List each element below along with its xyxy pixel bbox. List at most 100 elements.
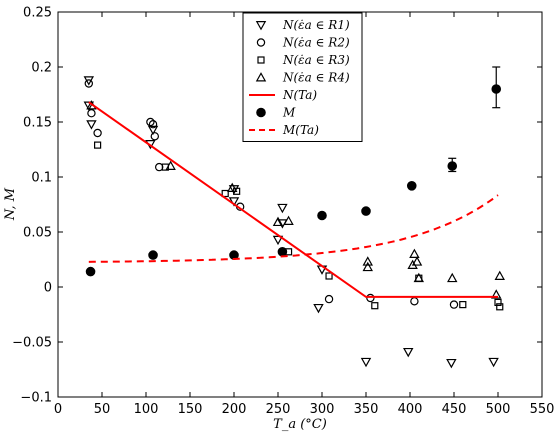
series — [83, 76, 499, 369]
data-point — [446, 358, 457, 369]
data-point — [93, 128, 102, 138]
legend-item: N(ε̇a ∈ R3) — [257, 53, 350, 67]
data-point — [360, 357, 372, 368]
legend-label: N(Ta) — [282, 88, 317, 102]
data-point — [148, 119, 158, 129]
data-point — [494, 298, 502, 306]
legend-item: M — [256, 106, 296, 120]
data-point — [93, 141, 102, 149]
ticks-layer: 0 50 100 150 200 250 300 350 400 450 500 550 −0.1 −0.… — [12, 6, 554, 418]
data-point — [324, 294, 334, 304]
legend-item: N(ε̇a ∈ R4) — [255, 71, 350, 85]
series — [88, 101, 498, 298]
data-point — [409, 248, 420, 258]
data-point — [277, 247, 288, 257]
data-point — [83, 101, 95, 111]
x-tick-label: 550 — [530, 402, 554, 417]
legend-marker — [255, 72, 267, 82]
data-point — [496, 303, 504, 311]
x-tick-label: 300 — [310, 402, 335, 417]
data-point — [447, 161, 458, 171]
fit-line-N — [88, 101, 498, 298]
legend-marker — [256, 107, 266, 118]
x-tick-label: 350 — [354, 402, 379, 417]
data-point — [272, 216, 284, 227]
plot-frame — [57, 11, 543, 398]
series — [88, 194, 499, 263]
x-axis-label: T_a (°C) — [273, 417, 327, 432]
data-point — [85, 266, 96, 277]
legend-label: N(ε̇a ∈ R4) — [282, 71, 350, 85]
legend-item: M(Ta) — [249, 123, 319, 137]
legend-label: M(Ta) — [282, 123, 319, 137]
y-tick-label: 0 — [44, 281, 52, 296]
x-tick-label: 100 — [134, 402, 159, 417]
data-point — [447, 272, 458, 283]
data-point — [488, 357, 499, 368]
data-point — [283, 215, 294, 225]
x-tick-label: 250 — [266, 402, 291, 417]
data-point — [146, 117, 155, 127]
x-tick-label: 200 — [222, 402, 247, 417]
legend-label: N(ε̇a ∈ R2) — [282, 36, 350, 50]
y-tick-label: 0.15 — [23, 116, 52, 131]
x-tick-label: 0 — [54, 402, 62, 417]
series-layer — [83, 66, 505, 369]
legend-item: N(Ta) — [249, 88, 317, 102]
data-point — [459, 301, 467, 309]
data-point — [403, 347, 414, 358]
y-tick-label: 0.05 — [23, 226, 52, 241]
data-point — [494, 270, 505, 280]
data-point — [86, 120, 97, 130]
data-point — [313, 303, 324, 314]
data-point — [449, 300, 459, 309]
data-point — [491, 289, 502, 299]
y-tick-label: 0.25 — [23, 6, 52, 21]
data-point — [413, 272, 425, 283]
data-point — [362, 256, 373, 266]
legend-label: N(ε̇a ∈ R1) — [282, 18, 350, 32]
data-point — [84, 79, 94, 88]
data-point — [371, 302, 379, 310]
y-tick-label: 0.2 — [31, 61, 52, 76]
data-point — [411, 256, 423, 266]
data-point — [277, 203, 288, 214]
data-point — [406, 181, 417, 191]
legend-item: N(ε̇a ∈ R2) — [256, 36, 350, 50]
data-point — [317, 210, 327, 221]
x-tick-label: 400 — [398, 402, 423, 417]
data-point — [221, 189, 229, 198]
data-point — [87, 108, 96, 118]
x-tick-label: 50 — [94, 402, 111, 417]
series — [85, 66, 502, 277]
data-point — [366, 293, 375, 303]
data-point — [148, 250, 158, 260]
series — [86, 100, 505, 299]
data-point — [272, 235, 284, 246]
y-tick-label: −0.05 — [12, 336, 52, 351]
data-point — [362, 261, 373, 272]
legend: N(ε̇a ∈ R1) N(ε̇a ∈ R2) N(ε̇a ∈ R3) N(ε̇a ∈… — [242, 12, 363, 142]
legend-marker — [257, 56, 265, 64]
data-point — [361, 206, 371, 216]
legend-label: N(ε̇a ∈ R3) — [282, 53, 350, 67]
legend-marker — [255, 21, 267, 31]
data-point — [491, 84, 502, 94]
data-point — [325, 272, 333, 280]
x-tick-label: 450 — [442, 402, 467, 417]
y-tick-label: −0.1 — [20, 391, 52, 406]
y-axis-label: N, M — [3, 187, 18, 221]
fit-line-M — [88, 194, 499, 263]
legend-marker — [256, 38, 266, 47]
data-point — [165, 160, 176, 170]
series — [84, 79, 459, 309]
data-point — [227, 182, 238, 192]
y-tick-label: 0.1 — [31, 171, 52, 186]
x-tick-label: 150 — [178, 402, 203, 417]
legend-label: M — [282, 106, 296, 120]
data-point — [150, 132, 159, 141]
legend-item: N(ε̇a ∈ R1) — [255, 18, 350, 32]
data-point — [147, 125, 159, 136]
x-tick-label: 500 — [486, 402, 511, 417]
